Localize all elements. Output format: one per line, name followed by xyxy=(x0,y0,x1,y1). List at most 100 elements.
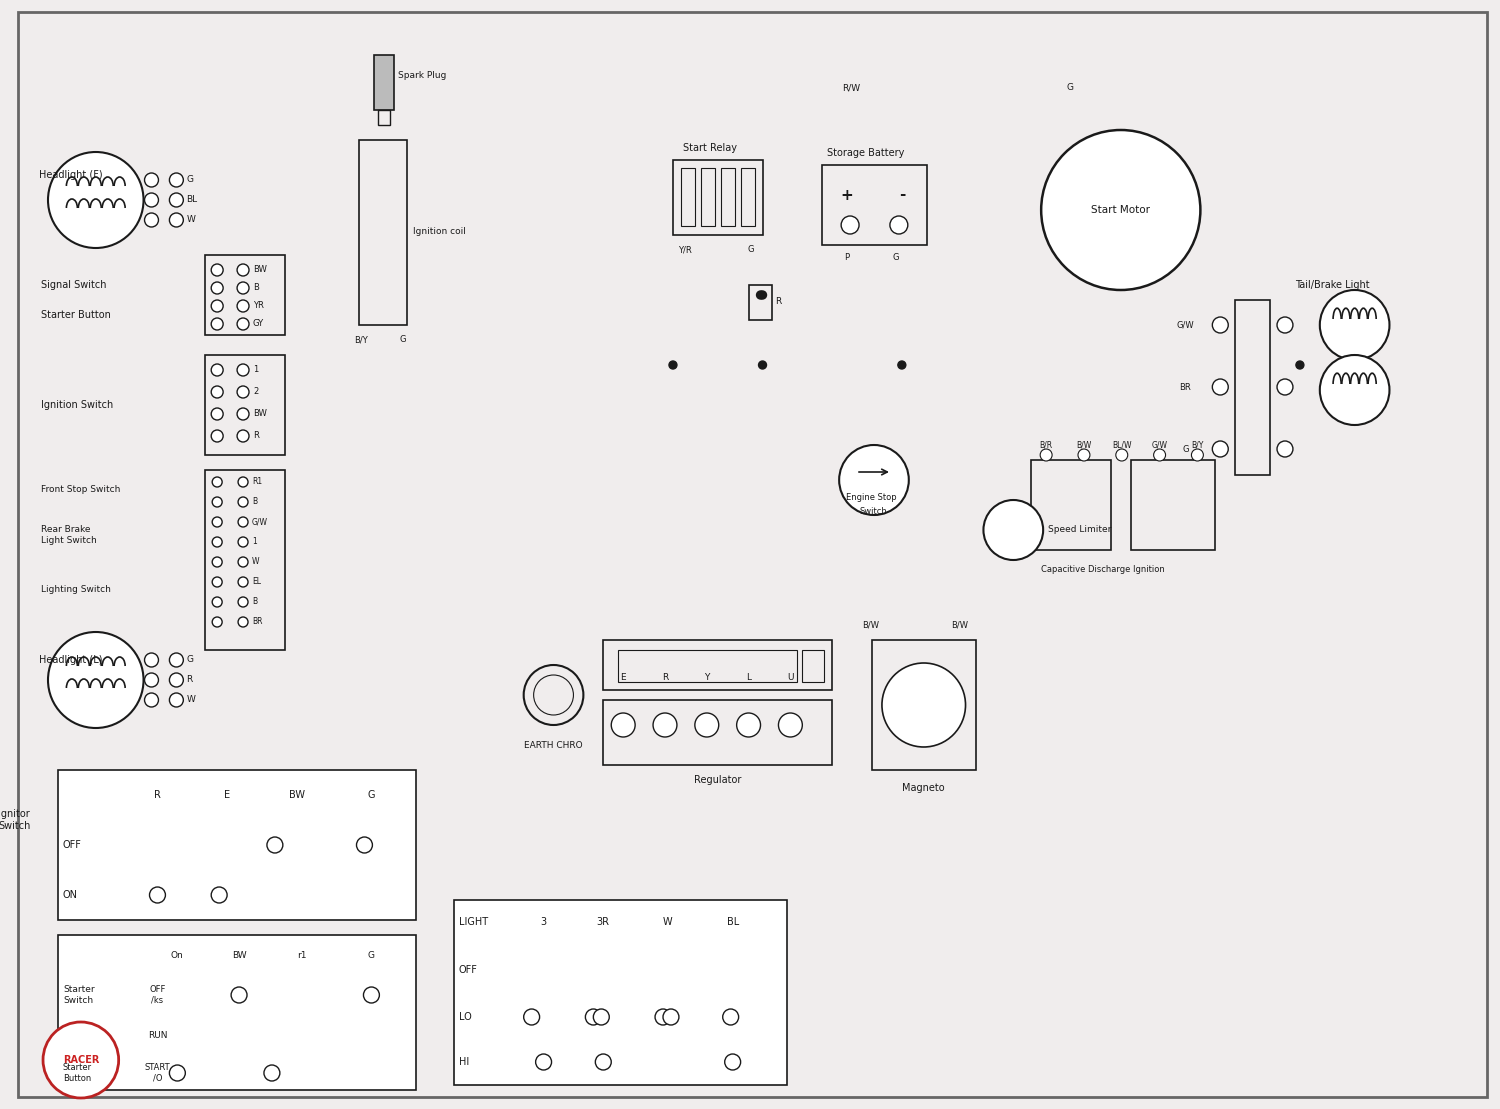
Circle shape xyxy=(694,713,718,737)
Circle shape xyxy=(231,987,248,1003)
Circle shape xyxy=(652,713,676,737)
Text: GY: GY xyxy=(254,319,264,328)
Text: -: - xyxy=(898,187,904,203)
Text: EARTH CHRO: EARTH CHRO xyxy=(524,741,584,750)
Circle shape xyxy=(238,617,248,627)
Bar xyxy=(1131,460,1215,550)
Text: B/W: B/W xyxy=(1077,440,1092,449)
Circle shape xyxy=(524,665,584,725)
Circle shape xyxy=(759,291,766,299)
Circle shape xyxy=(756,291,765,299)
Circle shape xyxy=(144,653,159,667)
Text: Ignition coil: Ignition coil xyxy=(413,227,466,236)
Circle shape xyxy=(1320,355,1389,425)
Text: B: B xyxy=(252,498,257,507)
Bar xyxy=(206,355,285,455)
Circle shape xyxy=(211,557,222,567)
Text: BW: BW xyxy=(254,409,267,418)
Text: +: + xyxy=(840,187,854,203)
Text: HI: HI xyxy=(459,1057,470,1067)
Bar xyxy=(58,935,416,1090)
Circle shape xyxy=(1154,449,1166,461)
Circle shape xyxy=(144,673,159,686)
Circle shape xyxy=(238,497,248,507)
Text: G: G xyxy=(186,175,194,184)
Text: Spark Plug: Spark Plug xyxy=(399,71,447,80)
Text: BW: BW xyxy=(290,790,304,800)
Bar xyxy=(720,167,735,226)
Circle shape xyxy=(898,362,906,369)
Circle shape xyxy=(612,713,634,737)
Text: G/W: G/W xyxy=(1152,440,1167,449)
Text: Switch: Switch xyxy=(859,508,886,517)
Circle shape xyxy=(778,713,802,737)
Circle shape xyxy=(170,693,183,708)
Text: G/W: G/W xyxy=(252,518,268,527)
Circle shape xyxy=(656,1009,670,1025)
Circle shape xyxy=(984,500,1042,560)
Bar xyxy=(603,700,832,765)
Text: Engine Stop: Engine Stop xyxy=(846,494,897,502)
Text: 3R: 3R xyxy=(597,917,610,927)
Text: LIGHT: LIGHT xyxy=(459,917,488,927)
Bar xyxy=(681,167,694,226)
Text: Y: Y xyxy=(704,673,710,682)
Circle shape xyxy=(238,597,248,607)
Circle shape xyxy=(663,1009,680,1025)
Circle shape xyxy=(1078,449,1090,461)
Bar xyxy=(802,650,824,682)
Circle shape xyxy=(211,301,223,312)
Circle shape xyxy=(238,517,248,527)
Text: 2: 2 xyxy=(254,387,258,397)
Circle shape xyxy=(1212,379,1228,395)
Text: 1: 1 xyxy=(254,366,258,375)
Text: B: B xyxy=(254,284,260,293)
Text: Ignition Switch: Ignition Switch xyxy=(40,400,114,410)
Circle shape xyxy=(211,887,226,903)
Text: BR: BR xyxy=(1179,383,1191,391)
Circle shape xyxy=(1296,362,1304,369)
Circle shape xyxy=(237,430,249,442)
Circle shape xyxy=(1276,317,1293,333)
Circle shape xyxy=(170,1065,186,1081)
Bar xyxy=(674,160,762,235)
Bar xyxy=(741,167,754,226)
Text: R: R xyxy=(776,297,782,306)
Bar xyxy=(58,770,416,920)
Text: Starter Button: Starter Button xyxy=(40,311,111,321)
Text: LO: LO xyxy=(459,1013,471,1022)
Circle shape xyxy=(524,1009,540,1025)
Text: G: G xyxy=(747,245,754,254)
Text: G: G xyxy=(368,790,375,800)
Bar xyxy=(206,470,285,650)
Circle shape xyxy=(237,364,249,376)
Circle shape xyxy=(1191,449,1203,461)
Circle shape xyxy=(211,497,222,507)
Circle shape xyxy=(1212,441,1228,457)
Text: 1: 1 xyxy=(252,538,257,547)
Text: EL: EL xyxy=(252,578,261,587)
Text: RACER: RACER xyxy=(63,1055,99,1065)
Text: BL: BL xyxy=(726,917,740,927)
Text: R: R xyxy=(154,790,160,800)
Text: G: G xyxy=(892,253,900,262)
Circle shape xyxy=(237,282,249,294)
Circle shape xyxy=(890,216,908,234)
Circle shape xyxy=(170,193,183,207)
Circle shape xyxy=(211,386,223,398)
Text: Front Stop Switch: Front Stop Switch xyxy=(40,486,120,495)
Text: ON: ON xyxy=(63,891,78,901)
Text: E: E xyxy=(621,673,626,682)
Circle shape xyxy=(211,537,222,547)
Text: R1: R1 xyxy=(252,478,262,487)
Circle shape xyxy=(839,445,909,515)
Text: R/W: R/W xyxy=(842,83,861,92)
Text: G: G xyxy=(399,336,406,345)
Text: Starter
Button: Starter Button xyxy=(63,1064,92,1082)
Circle shape xyxy=(882,663,966,747)
Text: BL: BL xyxy=(186,195,198,204)
Circle shape xyxy=(1276,379,1293,395)
Circle shape xyxy=(363,987,380,1003)
Text: Headlight (L): Headlight (L) xyxy=(39,655,102,665)
Circle shape xyxy=(211,364,223,376)
